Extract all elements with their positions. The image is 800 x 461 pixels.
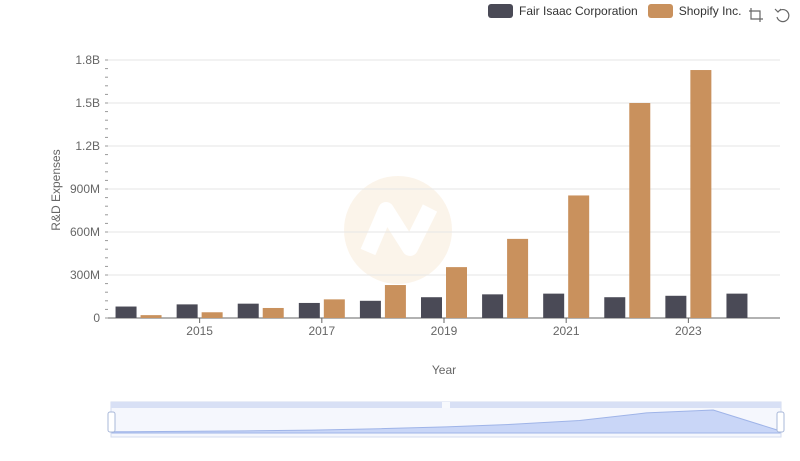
- bar-shopify[interactable]: [446, 267, 467, 318]
- legend-swatch-shopify: [647, 4, 673, 18]
- bar-shopify[interactable]: [384, 285, 406, 318]
- bar-shopify[interactable]: [323, 299, 345, 318]
- bar-fair-isaac[interactable]: [665, 295, 687, 318]
- y-tick-label: 0: [93, 311, 100, 325]
- bar-fair-isaac[interactable]: [421, 297, 442, 318]
- bar-fair-isaac[interactable]: [176, 304, 198, 318]
- grid-lines: [108, 59, 780, 319]
- legend-label-fair-isaac: Fair Isaac Corporation: [519, 4, 638, 18]
- x-tick-label: 2015: [186, 324, 213, 338]
- restore-icon[interactable]: [774, 7, 790, 23]
- legend-item-fair-isaac[interactable]: Fair Isaac Corporation: [488, 4, 638, 18]
- bar-fair-isaac[interactable]: [115, 306, 137, 318]
- y-tick-label: 1.2B: [75, 139, 100, 153]
- slider-preview-area: [111, 409, 781, 434]
- bar-shopify[interactable]: [507, 238, 529, 318]
- x-tick-label: 2021: [553, 324, 580, 338]
- y-tick-label: 1.5B: [75, 96, 100, 110]
- x-tick-label: 2023: [675, 324, 702, 338]
- x-tick-label: 2017: [308, 324, 335, 338]
- x-axis: 2015 2017 2019 2021 2023: [108, 317, 780, 338]
- x-axis-title: Year: [431, 363, 457, 377]
- bar-shopify[interactable]: [690, 70, 712, 319]
- bar-fair-isaac[interactable]: [543, 293, 565, 318]
- data-zoom-slider[interactable]: [107, 401, 785, 438]
- x-tick-label: 2019: [431, 324, 458, 338]
- bar-fair-isaac[interactable]: [604, 297, 626, 318]
- slider-left-handle[interactable]: [107, 411, 116, 433]
- slider-drag-grip[interactable]: [442, 402, 450, 408]
- bar-fair-isaac[interactable]: [726, 293, 748, 318]
- y-tick-label: 300M: [70, 268, 100, 282]
- bar-shopify[interactable]: [140, 315, 162, 318]
- bar-fair-isaac[interactable]: [237, 303, 259, 318]
- bars: [115, 70, 748, 319]
- watermark-logo: [344, 176, 452, 284]
- bar-shopify[interactable]: [262, 307, 284, 318]
- y-axis-title: R&D Expenses: [49, 149, 63, 231]
- y-tick-label: 900M: [70, 182, 100, 196]
- bar-shopify[interactable]: [568, 195, 590, 318]
- legend-item-shopify[interactable]: Shopify Inc.: [647, 4, 742, 18]
- bar-fair-isaac[interactable]: [359, 300, 381, 318]
- legend: Fair Isaac Corporation Shopify Inc.: [488, 4, 741, 18]
- zoom-icon[interactable]: [748, 7, 764, 23]
- legend-label-shopify: Shopify Inc.: [678, 4, 742, 18]
- y-tick-label: 1.8B: [75, 53, 100, 67]
- bar-fair-isaac[interactable]: [298, 302, 320, 318]
- y-tick-label: 600M: [70, 225, 100, 239]
- bar-fair-isaac[interactable]: [482, 294, 504, 318]
- legend-swatch-fair-isaac: [488, 4, 513, 18]
- y-axis: 0 300M 600M 900M 1.2B 1.5B 1.8B: [70, 53, 108, 325]
- bar-shopify[interactable]: [201, 312, 223, 318]
- bar-shopify[interactable]: [629, 103, 651, 318]
- slider-right-handle[interactable]: [776, 411, 785, 433]
